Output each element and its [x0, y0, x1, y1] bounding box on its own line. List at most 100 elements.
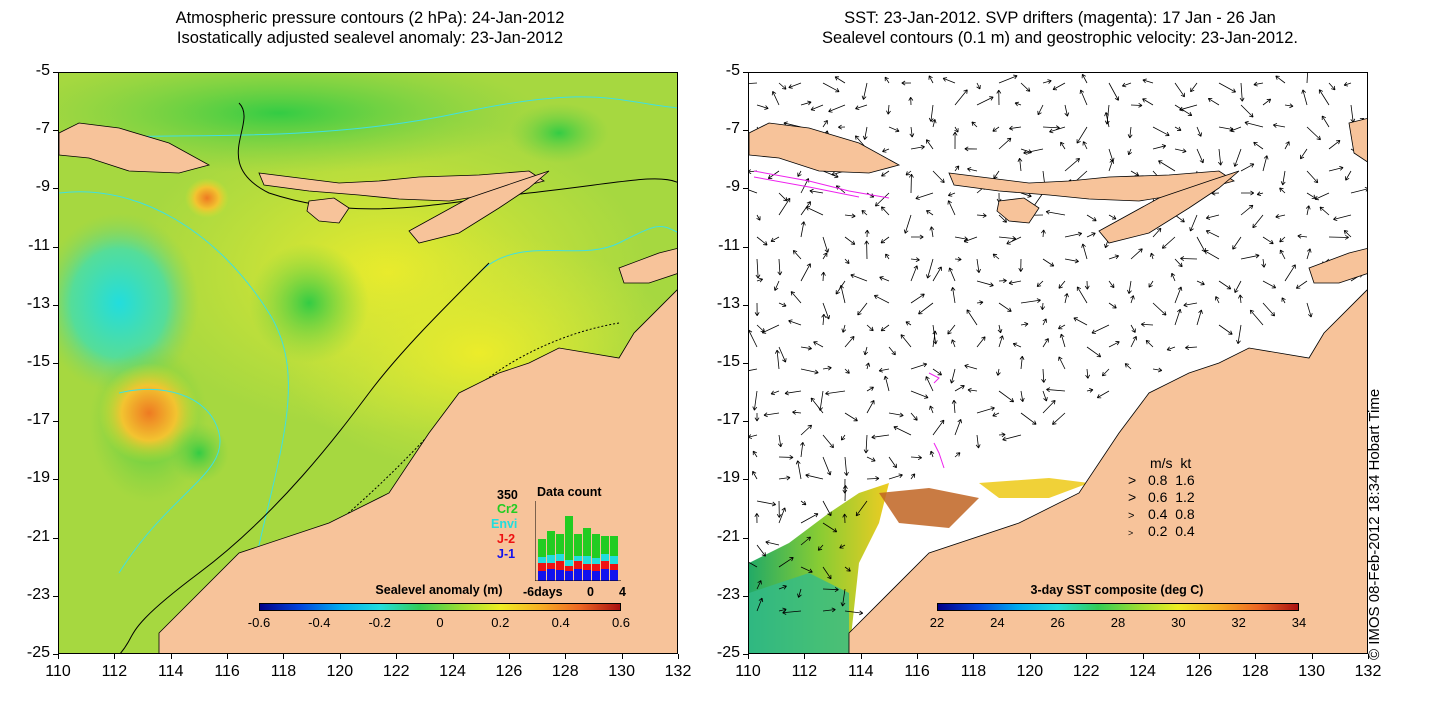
- velocity-arrow: [810, 104, 824, 111]
- velocity-arrow: [954, 452, 961, 458]
- velocity-arrow: [929, 405, 934, 414]
- sst-yellow-patch: [979, 478, 1089, 498]
- velocity-arrow: [1218, 280, 1232, 290]
- colorbar-tick-label: 26: [1050, 615, 1065, 630]
- velocity-arrow: [952, 131, 958, 150]
- velocity-arrow: [1019, 390, 1025, 403]
- speed-legend-row: >0.2 0.4: [1128, 523, 1195, 539]
- colorbar-tick-label: 0.6: [611, 615, 631, 630]
- colorbar-tick-label: 28: [1110, 615, 1126, 630]
- data-count-bar-segment: [583, 528, 591, 556]
- velocity-arrow: [909, 126, 915, 138]
- velocity-arrow: [893, 425, 912, 436]
- velocity-arrow: [900, 334, 912, 348]
- data-count-bar-segment: [583, 564, 591, 570]
- velocity-arrow: [778, 192, 788, 202]
- velocity-arrow: [822, 236, 830, 253]
- velocity-arrow: [1020, 412, 1037, 425]
- velocity-arrow: [976, 300, 984, 306]
- velocity-arrow: [1306, 192, 1317, 199]
- pressure-contour: [118, 388, 221, 574]
- velocity-arrow: [1299, 148, 1308, 160]
- velocity-arrow: [822, 522, 838, 533]
- velocity-arrow: [777, 434, 783, 448]
- copyright-notice: © IMOS 08-Feb-2012 18:34 Hobart Time: [1366, 388, 1383, 660]
- velocity-arrow: [1158, 160, 1176, 172]
- inset-sat-cr2: Cr2: [497, 502, 518, 516]
- velocity-arrow: [1058, 280, 1066, 289]
- velocity-arrow: [1081, 73, 1088, 84]
- velocity-arrow: [792, 410, 802, 415]
- velocity-arrow: [992, 253, 1000, 260]
- data-count-bar-segment: [538, 563, 546, 571]
- velocity-arrow: [778, 475, 791, 481]
- velocity-arrow: [756, 500, 777, 507]
- velocity-arrow: [1145, 339, 1154, 348]
- longitude-tick-label: 126: [495, 663, 523, 680]
- right-title-line1: SST: 23-Jan-2012. SVP drifters (magenta)…: [844, 9, 1276, 27]
- velocity-arrow: [777, 258, 783, 276]
- velocity-arrow: [756, 104, 769, 110]
- velocity-arrow: [998, 432, 1006, 438]
- velocity-arrow: [998, 74, 1018, 84]
- velocity-arrow: [1142, 78, 1154, 84]
- colorbar-tick-label: 32: [1231, 615, 1246, 630]
- velocity-arrow: [901, 80, 912, 86]
- velocity-arrow: [1042, 338, 1049, 348]
- velocity-arrow: [932, 266, 942, 282]
- drifter-track: [928, 372, 940, 384]
- latitude-tick-label: -15: [716, 353, 740, 370]
- velocity-arrow: [1152, 302, 1167, 316]
- velocity-arrow: [1174, 308, 1182, 326]
- longitude-tick-label: 132: [664, 663, 692, 680]
- inset-sat-envi: Envi: [491, 517, 518, 531]
- velocity-arrow: [1149, 252, 1155, 260]
- velocity-arrow: [1086, 232, 1096, 238]
- velocity-arrow: [1091, 324, 1110, 334]
- velocity-arrow: [1279, 236, 1286, 243]
- velocity-arrow: [929, 450, 935, 458]
- velocity-arrow: [998, 236, 1017, 241]
- arrow-large-icon: >: [1128, 472, 1137, 488]
- velocity-arrow: [998, 302, 1012, 312]
- latitude-tick-label: -11: [718, 236, 740, 254]
- velocity-arrow: [754, 412, 760, 422]
- velocity-arrow: [850, 273, 868, 282]
- velocity-arrow: [880, 236, 890, 244]
- velocity-arrow: [932, 330, 938, 348]
- velocity-arrow: [752, 390, 758, 411]
- velocity-arrow: [1170, 272, 1176, 282]
- latitude-tick-label: -13: [716, 294, 740, 312]
- data-count-bar-segment: [556, 534, 564, 554]
- anomaly-green-center: [249, 243, 369, 363]
- velocity-arrow: [1305, 205, 1311, 216]
- anomaly-green-top: [59, 73, 539, 173]
- latitude-tick-mark: [743, 363, 748, 364]
- velocity-arrow: [844, 412, 858, 422]
- velocity-arrow: [754, 513, 760, 524]
- velocity-arrow: [1127, 148, 1132, 156]
- velocity-arrow: [1279, 187, 1286, 194]
- velocity-arrow: [1273, 123, 1286, 128]
- velocity-arrow: [1076, 126, 1088, 144]
- velocity-arrow: [926, 258, 934, 279]
- velocity-arrow: [880, 206, 890, 216]
- velocity-arrow: [862, 126, 868, 140]
- velocity-arrow: [1108, 341, 1120, 348]
- longitude-tick-mark: [748, 654, 749, 659]
- velocity-arrow: [828, 104, 846, 113]
- longitude-tick-label: 128: [1241, 663, 1269, 680]
- data-count-bar-segment: [610, 570, 618, 581]
- latitude-tick-label: -17: [716, 411, 740, 429]
- longitude-tick-label: 126: [1185, 663, 1213, 680]
- velocity-arrow: [954, 418, 962, 436]
- velocity-arrow: [840, 588, 846, 607]
- velocity-arrow: [915, 192, 934, 200]
- velocity-arrow: [976, 96, 994, 106]
- velocity-arrow: [1256, 191, 1264, 197]
- data-count-bar-segment: [583, 556, 591, 564]
- data-count-bar-segment: [601, 561, 609, 569]
- velocity-arrow: [1262, 98, 1272, 106]
- velocity-arrow: [1297, 233, 1308, 239]
- velocity-arrow: [820, 271, 826, 282]
